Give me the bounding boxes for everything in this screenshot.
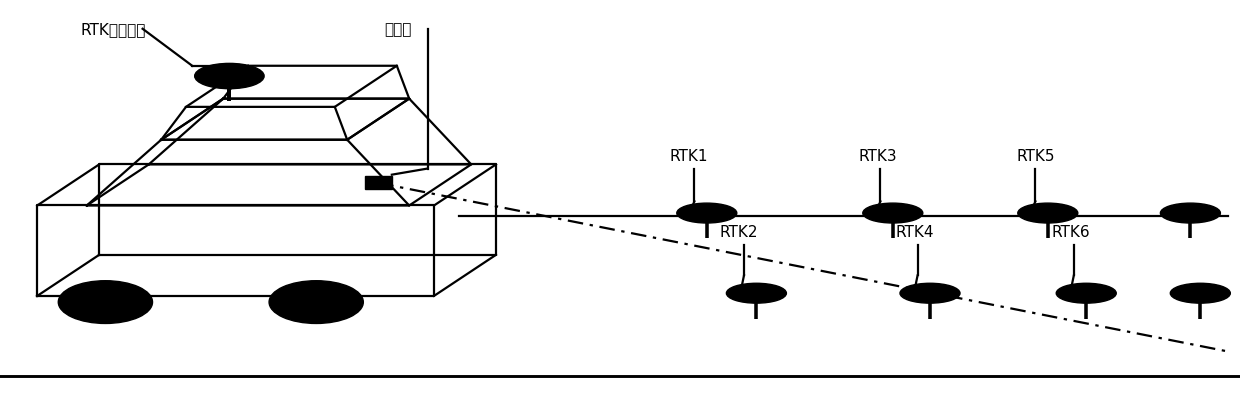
Text: RTK6: RTK6: [1052, 226, 1090, 240]
Ellipse shape: [863, 203, 923, 223]
Ellipse shape: [195, 63, 264, 89]
Text: RTK3: RTK3: [858, 150, 897, 164]
Ellipse shape: [727, 283, 786, 303]
Text: 摄像机: 摄像机: [384, 23, 412, 37]
Text: RTK4: RTK4: [895, 226, 934, 240]
Text: RTK2: RTK2: [719, 226, 758, 240]
Ellipse shape: [58, 281, 153, 323]
Text: RTK1: RTK1: [670, 150, 708, 164]
Text: RTK定位装置: RTK定位装置: [81, 23, 146, 37]
Ellipse shape: [269, 281, 363, 323]
Bar: [365, 176, 392, 189]
Text: RTK5: RTK5: [1017, 150, 1055, 164]
Ellipse shape: [1018, 203, 1078, 223]
Ellipse shape: [677, 203, 737, 223]
Ellipse shape: [1161, 203, 1220, 223]
Ellipse shape: [900, 283, 960, 303]
Ellipse shape: [1056, 283, 1116, 303]
Ellipse shape: [1171, 283, 1230, 303]
